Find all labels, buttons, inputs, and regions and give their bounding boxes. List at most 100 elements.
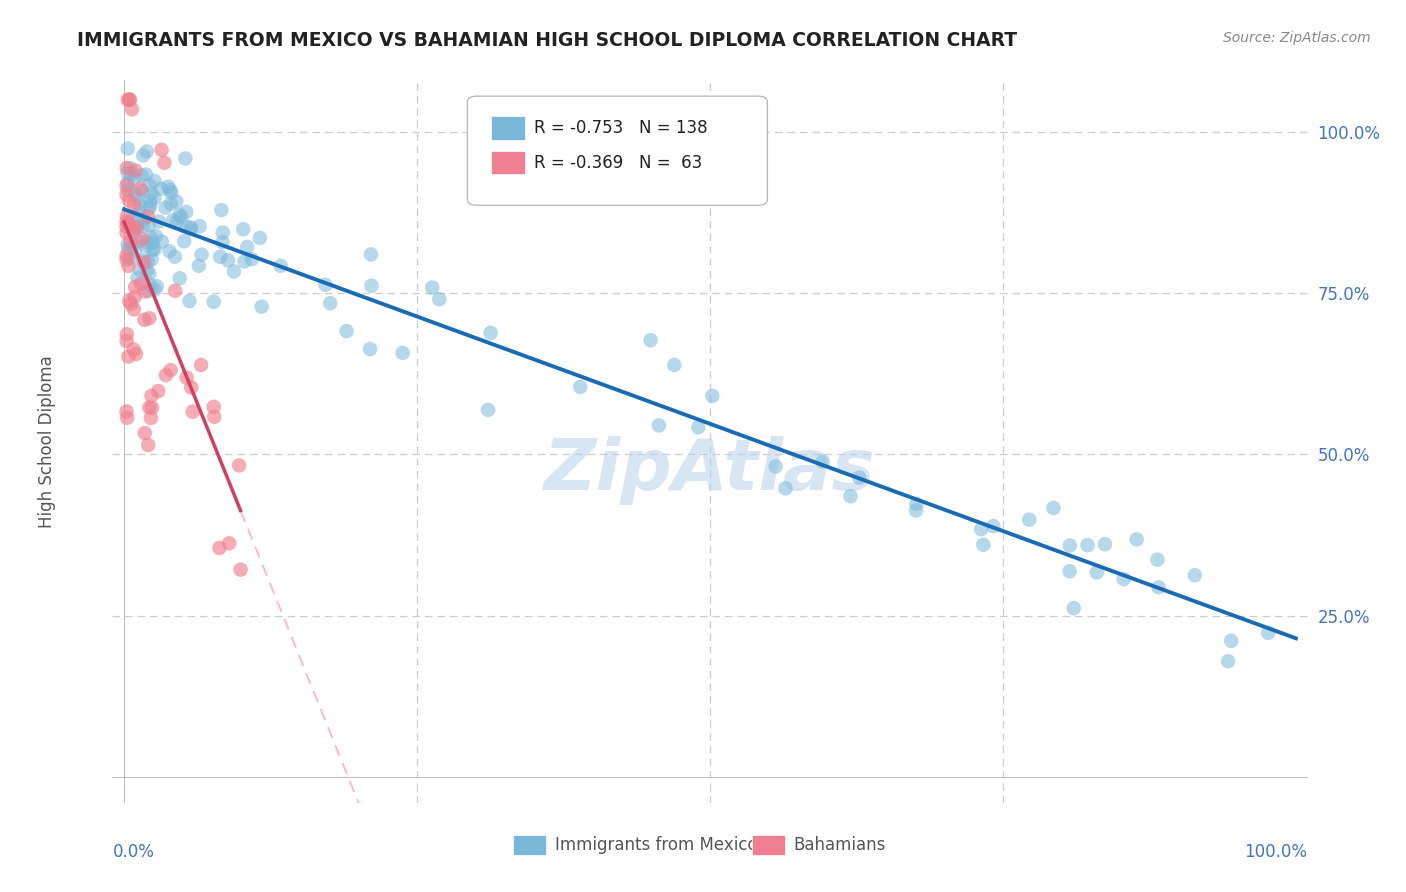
Point (115, 214, 138, 228)
Point (135, 239, 157, 253)
Point (128, 234, 150, 248)
Point (146, 279, 169, 293)
Point (479, 326, 502, 340)
Point (143, 174, 166, 188)
Point (209, 250, 232, 264)
Point (1094, 537, 1116, 551)
Point (664, 358, 686, 372)
Point (141, 401, 163, 415)
Point (117, 183, 139, 197)
Point (132, 253, 155, 268)
Text: R = -0.753   N = 138: R = -0.753 N = 138 (534, 119, 709, 137)
Point (905, 497, 928, 511)
Point (173, 234, 195, 248)
Point (319, 296, 342, 310)
Point (127, 190, 149, 204)
Point (135, 145, 157, 159)
Point (129, 277, 152, 291)
Point (134, 313, 156, 327)
Point (233, 254, 256, 268)
Point (187, 259, 209, 273)
Text: 0.0%: 0.0% (112, 843, 155, 861)
Point (138, 219, 160, 233)
Point (188, 219, 211, 234)
Point (122, 343, 145, 357)
Point (190, 247, 212, 261)
Point (228, 458, 250, 473)
Point (1085, 566, 1108, 580)
Point (811, 454, 834, 468)
Point (240, 252, 263, 267)
Point (134, 285, 156, 299)
Point (138, 201, 160, 215)
Point (115, 226, 138, 240)
Point (138, 284, 160, 298)
Point (972, 538, 994, 552)
Point (143, 243, 166, 257)
Point (129, 198, 152, 212)
Point (1042, 500, 1064, 515)
Point (117, 142, 139, 156)
Point (134, 426, 156, 441)
Point (1216, 654, 1239, 668)
Point (159, 244, 181, 259)
Point (118, 293, 141, 308)
Point (118, 93, 141, 107)
Point (124, 280, 146, 294)
Point (141, 389, 163, 403)
Point (702, 389, 724, 403)
Point (129, 182, 152, 196)
Point (115, 187, 138, 202)
Point (150, 235, 173, 249)
Point (118, 161, 141, 176)
Point (648, 418, 671, 433)
Point (139, 411, 162, 425)
Point (159, 183, 181, 197)
Point (124, 244, 146, 259)
Point (159, 363, 181, 377)
Point (115, 334, 138, 348)
Point (120, 235, 142, 249)
Point (335, 324, 357, 338)
Point (640, 333, 662, 347)
Point (118, 93, 141, 107)
Point (905, 503, 928, 517)
Point (135, 168, 157, 182)
Point (839, 489, 862, 503)
Point (1063, 601, 1085, 615)
Point (124, 163, 146, 178)
Point (1018, 513, 1040, 527)
Point (134, 255, 156, 269)
Bar (491, 117, 524, 139)
Point (118, 194, 141, 208)
Point (136, 254, 159, 268)
Text: Immigrants from Mexico: Immigrants from Mexico (554, 837, 758, 855)
Point (136, 438, 159, 452)
Point (139, 194, 162, 209)
Point (131, 232, 153, 246)
Point (124, 290, 146, 304)
Point (314, 277, 336, 292)
Point (1125, 533, 1147, 547)
Point (420, 280, 443, 294)
Point (174, 205, 197, 219)
Point (155, 201, 177, 215)
Point (142, 243, 165, 257)
Text: Source: ZipAtlas.com: Source: ZipAtlas.com (1223, 31, 1371, 45)
Point (121, 167, 143, 181)
Point (150, 182, 173, 196)
Point (174, 219, 197, 234)
Point (125, 220, 148, 235)
Point (121, 238, 143, 252)
Point (141, 252, 163, 267)
Point (1059, 564, 1081, 578)
Point (229, 563, 252, 577)
Point (159, 196, 181, 211)
Point (128, 203, 150, 218)
Point (138, 277, 160, 292)
Point (160, 186, 183, 200)
Point (121, 103, 143, 117)
Point (142, 235, 165, 250)
Bar (513, 835, 547, 855)
Point (122, 225, 145, 239)
